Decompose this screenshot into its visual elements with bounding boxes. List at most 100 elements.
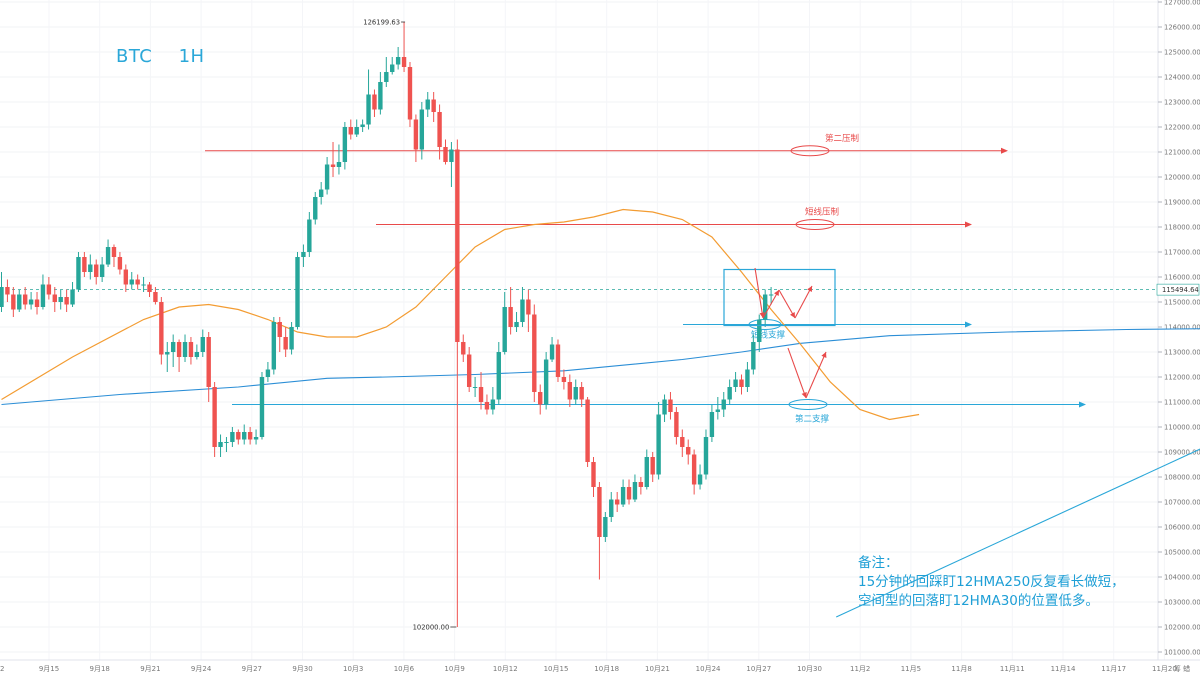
candle xyxy=(662,395,666,423)
date-tick-label: 10月6 xyxy=(394,665,415,673)
candle xyxy=(53,287,57,312)
candle-body xyxy=(574,387,578,400)
candle-body xyxy=(692,455,696,485)
price-tick-label: 105000.00 xyxy=(1164,549,1200,557)
candle-body xyxy=(112,247,116,257)
candle xyxy=(497,342,501,405)
candle xyxy=(236,430,240,445)
candle xyxy=(645,450,649,490)
candle xyxy=(88,255,92,280)
candle-body xyxy=(53,295,57,303)
candle-body xyxy=(396,57,400,65)
candle xyxy=(94,260,98,285)
candle xyxy=(514,312,518,332)
candle xyxy=(562,370,566,390)
candle-body xyxy=(497,352,501,400)
candle xyxy=(106,240,110,268)
candle xyxy=(337,145,341,175)
candle-body xyxy=(23,295,27,305)
current-price-tag: 115494.64 xyxy=(1157,284,1199,295)
candle xyxy=(597,482,601,580)
candle-body xyxy=(171,342,175,352)
candle xyxy=(177,340,181,373)
candle-body xyxy=(633,482,637,500)
candle-body xyxy=(585,400,589,463)
candle-body xyxy=(201,337,205,352)
candle-body xyxy=(135,280,139,285)
candle-body xyxy=(550,345,554,360)
price-tick-label: 101000.00 xyxy=(1164,649,1200,657)
candle-body xyxy=(319,190,323,198)
candle-body xyxy=(266,370,270,378)
candle xyxy=(319,182,323,205)
candle xyxy=(278,317,282,352)
candle-body xyxy=(627,487,631,500)
candle xyxy=(35,292,39,315)
candle xyxy=(76,252,80,292)
candle-body xyxy=(443,147,447,162)
candle-body xyxy=(727,387,731,400)
date-tick-label: 10月3 xyxy=(343,665,363,673)
candle-body xyxy=(76,257,80,290)
candle xyxy=(41,275,45,310)
candle-body xyxy=(147,285,151,293)
candle-body xyxy=(94,265,98,278)
candle xyxy=(183,335,187,363)
candle-body xyxy=(668,400,672,413)
candle-body xyxy=(349,127,353,135)
candle xyxy=(165,342,169,372)
candle xyxy=(11,287,15,317)
candle xyxy=(378,72,382,115)
candle-body xyxy=(656,415,660,475)
projection-arrow-down xyxy=(788,348,806,398)
candle xyxy=(5,280,9,303)
candle xyxy=(408,62,412,127)
candle-body xyxy=(355,127,359,135)
candle-body xyxy=(645,457,649,487)
candle xyxy=(585,397,589,467)
candle xyxy=(130,272,134,290)
candle xyxy=(710,405,714,443)
candle xyxy=(674,407,678,445)
candle xyxy=(254,430,258,445)
candle xyxy=(343,122,347,170)
date-tick-label: 9月21 xyxy=(140,665,160,673)
price-tick-label: 124000.00 xyxy=(1164,74,1200,82)
candle-body xyxy=(218,442,222,447)
high-price-label: 126199.63 xyxy=(363,19,400,27)
candle-body xyxy=(35,300,39,308)
candle-body xyxy=(698,475,702,485)
date-tick-label: 10月30 xyxy=(797,665,822,673)
candle-body xyxy=(272,322,276,370)
price-tick-label: 106000.00 xyxy=(1164,524,1200,532)
candle-body xyxy=(426,100,430,110)
candle xyxy=(207,332,211,402)
candle xyxy=(426,92,430,117)
candle-body xyxy=(556,345,560,378)
candle-body xyxy=(224,442,228,443)
price-tick-label: 104000.00 xyxy=(1164,574,1200,582)
candle xyxy=(503,292,507,355)
candle-body xyxy=(745,370,749,388)
price-tick-label: 103000.00 xyxy=(1164,599,1200,607)
candle-body xyxy=(508,307,512,327)
date-tick-label: 10月9 xyxy=(444,665,464,673)
note-line-1: 备注： xyxy=(858,554,1125,573)
candle-body xyxy=(207,337,211,387)
date-tick-label: 11月2 xyxy=(850,665,870,673)
date-tick-label: 11月5 xyxy=(901,665,921,673)
candle-body xyxy=(159,302,163,355)
candle xyxy=(23,287,27,310)
candle xyxy=(218,435,222,458)
date-tick-label: 10月15 xyxy=(544,665,569,673)
price-tick-label: 118000.00 xyxy=(1164,224,1200,232)
candle-body xyxy=(408,67,412,120)
price-tick-label: 122000.00 xyxy=(1164,124,1200,132)
candle-body xyxy=(591,462,595,487)
candle-body xyxy=(124,270,128,285)
candle-body xyxy=(639,482,643,487)
candle-body xyxy=(260,377,264,437)
date-tick-label: 10月12 xyxy=(493,665,518,673)
